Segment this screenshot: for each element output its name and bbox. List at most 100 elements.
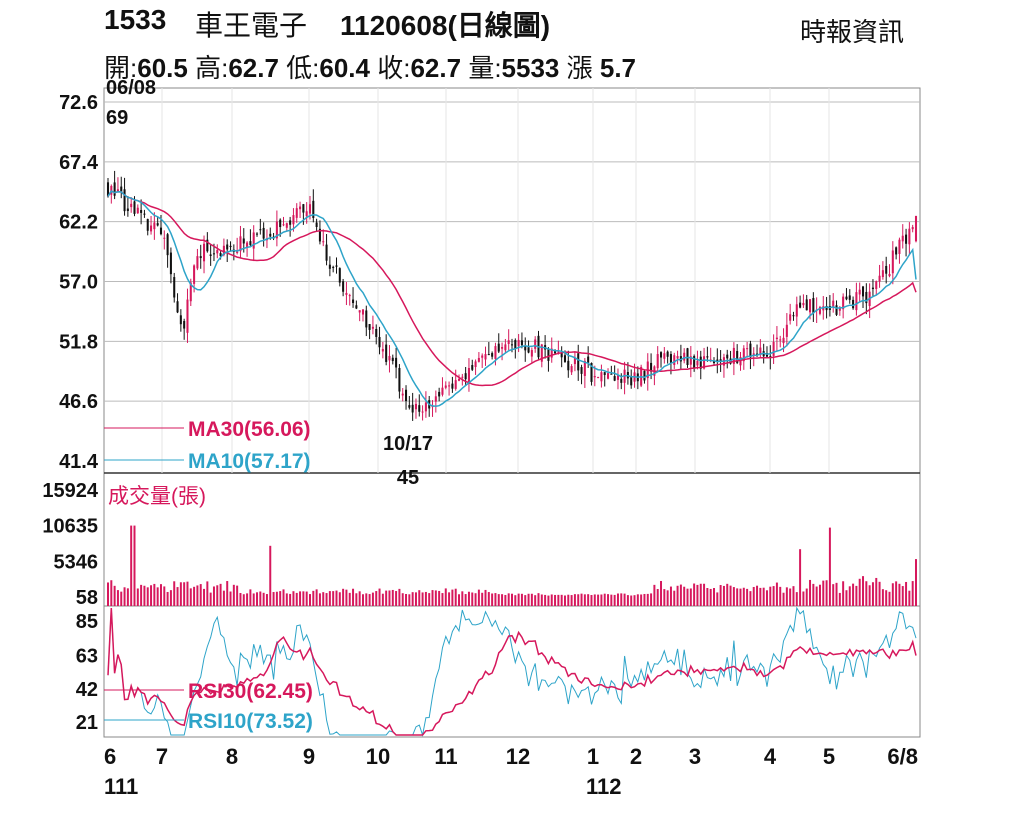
volume-bar [388, 590, 391, 606]
price-candle-body [302, 204, 305, 213]
volume-bar [762, 587, 765, 606]
price-candle-body [666, 351, 669, 357]
price-candle-body [335, 265, 338, 267]
price-candle-body [441, 387, 444, 395]
price-candle-body [563, 355, 567, 362]
volume-bar [153, 583, 156, 606]
volume-bar [414, 592, 417, 606]
price-candle-body [504, 344, 507, 351]
price-candle-body [746, 348, 749, 350]
price-candle-body [802, 302, 805, 306]
price-candle-body [226, 244, 229, 250]
volume-bar [196, 585, 199, 606]
price-candle-body [159, 227, 163, 235]
volume-bar [133, 525, 136, 606]
annotation-high-value: 69 [106, 107, 128, 129]
price-candle-body [385, 344, 388, 362]
price-candle-body [663, 353, 666, 359]
volume-bar [716, 592, 719, 606]
volume-bar [361, 594, 364, 606]
volume-bar [249, 589, 252, 606]
volume-bar [901, 586, 904, 606]
stock-code: 1533 [104, 4, 167, 35]
volume-bar [835, 582, 838, 606]
volume-bar [799, 549, 802, 606]
volume-bar [458, 594, 461, 606]
price-candle-body [352, 299, 355, 304]
price-candle-body [318, 228, 321, 242]
volume-bar [514, 595, 517, 606]
price-candle-body [381, 348, 384, 352]
volume-bar [706, 588, 709, 606]
high-value: 62.7 [228, 53, 279, 83]
volume-bar [322, 592, 325, 606]
price-candle-body [262, 227, 265, 239]
price-candle-body [375, 328, 378, 337]
price-candle-body [398, 367, 401, 392]
volume-bar [653, 584, 656, 606]
price-y-tick-label: 46.6 [59, 391, 98, 413]
price-candle-body [769, 356, 772, 358]
price-candle-body [908, 228, 911, 245]
volume-bar [630, 595, 633, 606]
price-candle-body [308, 204, 312, 214]
volume-bar [186, 581, 189, 606]
price-candle-body [414, 403, 417, 410]
price-candle-body [812, 298, 815, 314]
price-candle-body [153, 222, 156, 230]
price-candle-body [411, 404, 414, 413]
volume-bar [299, 591, 302, 606]
price-candle-body [196, 256, 199, 269]
price-y-tick-label: 41.4 [59, 451, 99, 473]
price-candle-body [212, 253, 215, 255]
price-candle-body [603, 372, 606, 375]
volume-bar [600, 594, 603, 606]
volume-bar [732, 587, 735, 606]
volume-bar [607, 594, 610, 606]
volume-bar [875, 577, 878, 606]
stock-name: 車王電子 [195, 10, 308, 41]
volume-bar [398, 588, 401, 606]
price-candle-body [550, 348, 553, 358]
volume-bar [451, 589, 454, 606]
price-candle-body [365, 310, 368, 328]
volume-bar [547, 595, 550, 606]
volume-bar [785, 587, 788, 606]
price-candle-body [534, 339, 537, 349]
volume-bar [759, 587, 762, 606]
volume-bar [520, 593, 523, 606]
x-axis-tick-label: 12 [506, 744, 530, 769]
volume-bar [722, 585, 725, 606]
volume-bar [660, 580, 663, 606]
ma10-line [107, 190, 917, 407]
price-candle-body [610, 373, 613, 375]
volume-bar [789, 588, 792, 606]
volume-bar [646, 593, 649, 606]
price-candle-body [736, 351, 739, 363]
price-candle-body [865, 291, 868, 304]
volume-bar [282, 589, 285, 606]
price-candle-body [799, 302, 802, 308]
price-candle-body [693, 356, 696, 368]
price-candle-body [434, 396, 437, 402]
price-legend-label: MA10(57.17) [188, 450, 311, 473]
volume-bar [802, 591, 805, 606]
price-candle-body [467, 368, 470, 384]
volume-bar [428, 593, 431, 606]
price-candle-body [378, 337, 381, 348]
volume-bar [832, 584, 835, 606]
price-candle-body [527, 347, 530, 353]
rsi-y-tick-label: 85 [76, 611, 98, 633]
volume-bar [570, 595, 573, 606]
volume-bar [477, 589, 480, 606]
price-candle-body [203, 243, 206, 262]
volume-bar [666, 590, 669, 606]
volume-bar [497, 594, 500, 606]
price-candle-body [487, 354, 490, 356]
price-candle-body [607, 373, 610, 379]
volume-bar [881, 589, 884, 606]
volume-bar [782, 592, 785, 606]
volume-bar [580, 593, 583, 606]
volume-bar [438, 590, 441, 606]
volume-bar [381, 593, 384, 606]
